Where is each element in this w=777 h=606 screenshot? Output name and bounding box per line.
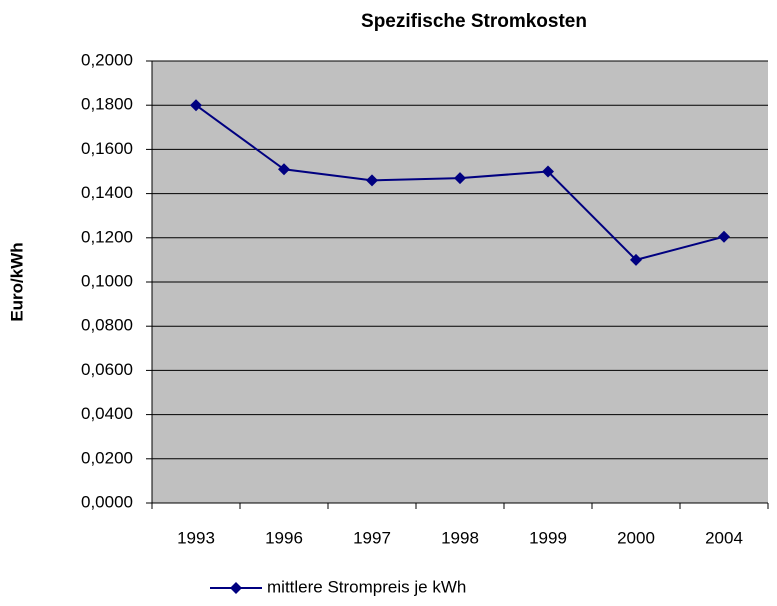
x-tick-label: 2000 — [617, 528, 655, 547]
data-point — [630, 253, 642, 266]
chart-title: Spezifische Stromkosten — [361, 11, 587, 32]
y-tick-label: 0,0800 — [81, 316, 133, 335]
y-tick-label: 0,1000 — [81, 271, 133, 290]
data-point — [454, 172, 466, 185]
legend-marker — [230, 582, 242, 594]
x-tick-label: 2004 — [705, 528, 743, 547]
legend-label: mittlere Strompreis je kWh — [267, 577, 466, 596]
data-point — [278, 163, 290, 176]
x-tick-label: 1999 — [529, 528, 567, 547]
x-tick-label: 1997 — [353, 528, 391, 547]
y-tick-label: 0,1800 — [81, 95, 133, 114]
x-tick-label: 1996 — [265, 528, 303, 547]
y-tick-label: 0,2000 — [81, 50, 133, 69]
y-tick-label: 0,0600 — [81, 360, 133, 379]
y-tick-label: 0,0000 — [81, 492, 133, 511]
x-tick-label: 1993 — [177, 528, 215, 547]
y-tick-label: 0,0400 — [81, 404, 133, 423]
data-point — [190, 99, 202, 112]
x-tick-label: 1998 — [441, 528, 479, 547]
data-point — [718, 230, 730, 243]
data-point — [366, 174, 378, 187]
y-tick-label: 0,1200 — [81, 227, 133, 246]
y-tick-label: 0,1400 — [81, 183, 133, 202]
data-point — [542, 165, 554, 178]
y-tick-label: 0,0200 — [81, 448, 133, 467]
y-tick-label: 0,1600 — [81, 139, 133, 158]
y-axis-label: Euro/kWh — [7, 242, 26, 321]
